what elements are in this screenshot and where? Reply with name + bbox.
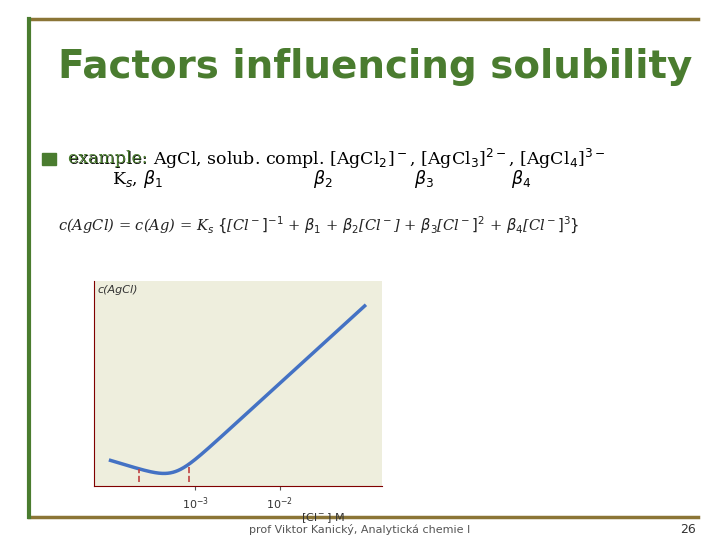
Text: $\beta_2$: $\beta_2$ — [313, 168, 333, 190]
Text: Factors influencing solubility: Factors influencing solubility — [58, 49, 692, 86]
Text: K$_s$, $\beta_1$: K$_s$, $\beta_1$ — [112, 168, 162, 190]
Text: example: AgCl, solub. compl. [AgCl$_2$]$^-$, [AgCl$_3$]$^{2-}$, [AgCl$_4$]$^{3-}: example: AgCl, solub. compl. [AgCl$_2$]$… — [68, 147, 606, 171]
Text: c(AgCl): c(AgCl) — [98, 285, 138, 295]
Text: c(AgCl) = c(Ag) = K$_s$ $\{$[Cl$^-]^{-1}$ + $\beta_1$ + $\beta_2$[Cl$^-$] + $\be: c(AgCl) = c(Ag) = K$_s$ $\{$[Cl$^-]^{-1}… — [58, 215, 579, 237]
Bar — [42, 153, 56, 165]
Text: example:: example: — [68, 150, 153, 167]
Text: prof Viktor Kanický, Analytická chemie I: prof Viktor Kanický, Analytická chemie I — [249, 524, 471, 535]
Text: $[\mathregular{Cl}^-]$ M: $[\mathregular{Cl}^-]$ M — [300, 511, 344, 525]
Text: $\beta_3$: $\beta_3$ — [414, 168, 434, 190]
Text: $\beta_4$: $\beta_4$ — [511, 168, 531, 190]
Text: 26: 26 — [680, 523, 696, 536]
